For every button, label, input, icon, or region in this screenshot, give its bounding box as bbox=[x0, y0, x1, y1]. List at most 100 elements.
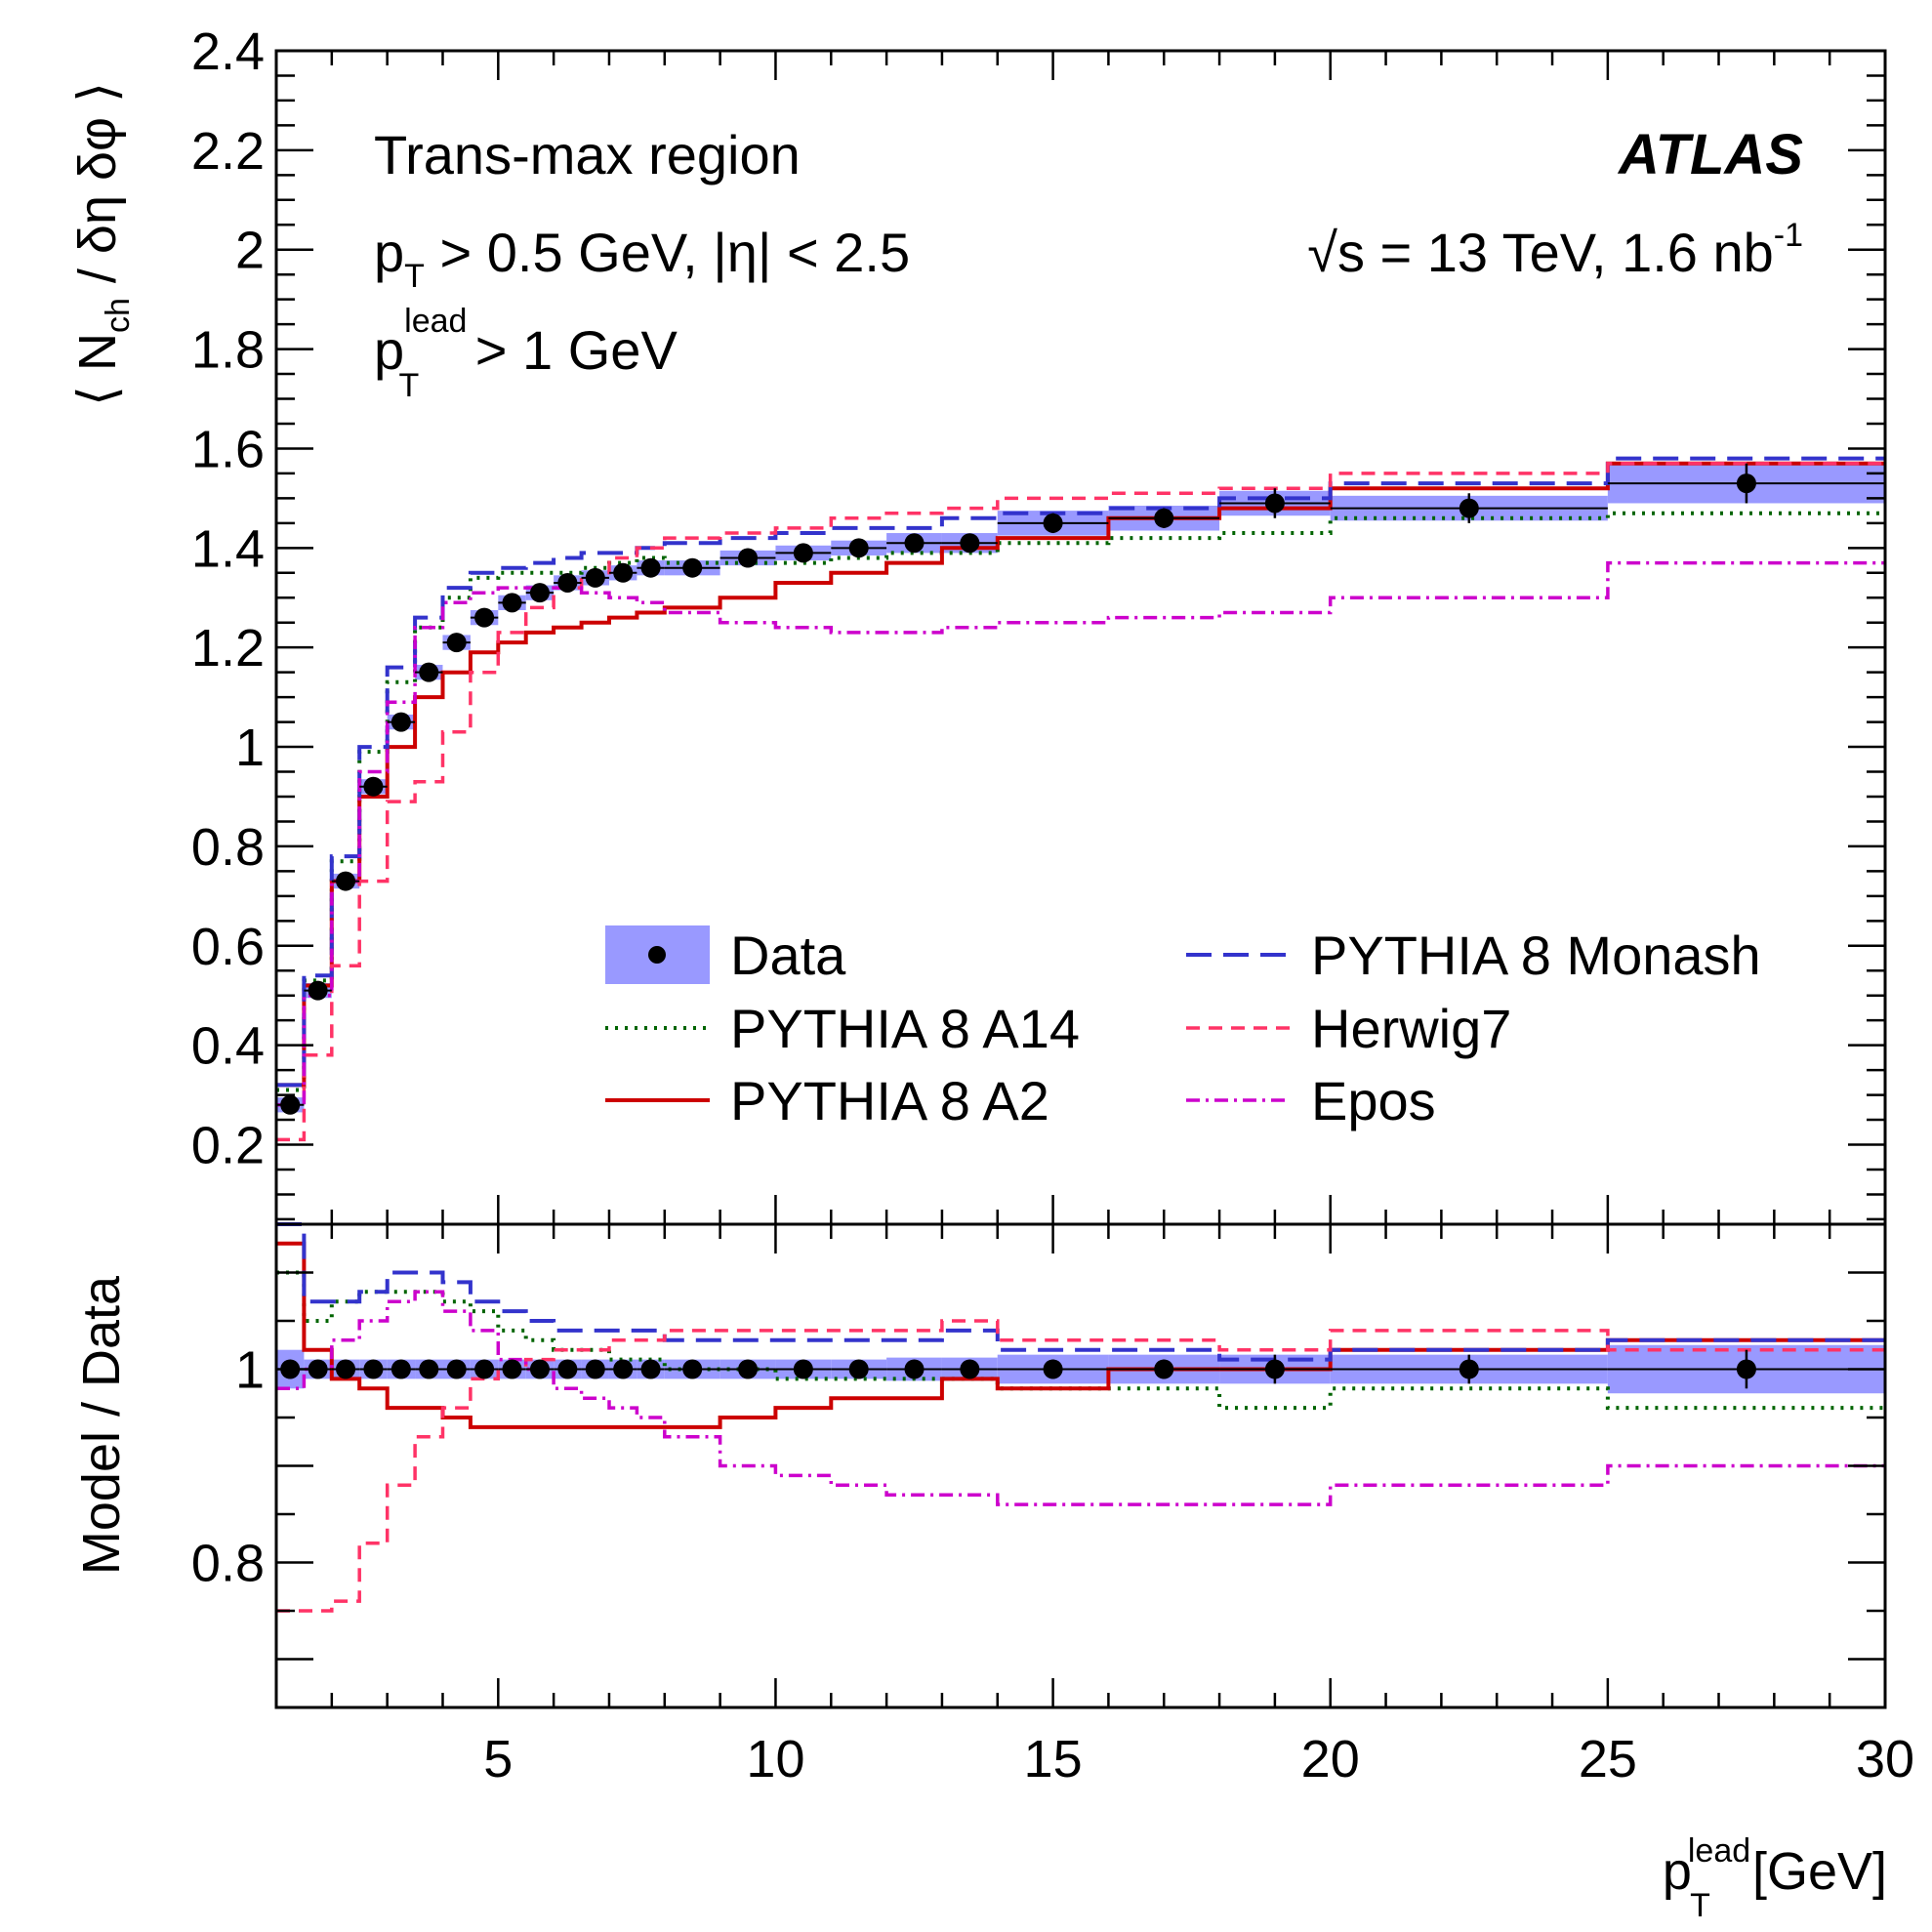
main-data-point bbox=[640, 557, 661, 578]
cut-annotation-lead: plead T > 1 GeV bbox=[374, 303, 678, 404]
cut-annotation-track: pT > 0.5 GeV, |η| < 2.5 bbox=[374, 222, 910, 295]
ratio-data-point bbox=[1154, 1359, 1174, 1379]
ratio-data-point bbox=[738, 1359, 759, 1379]
main-data-point bbox=[1736, 473, 1756, 494]
legend-item-a14: PYTHIA 8 A14 bbox=[605, 998, 1080, 1059]
main-y-tick-label: 0.6 bbox=[191, 918, 265, 976]
ratio-data-point bbox=[640, 1359, 661, 1379]
ratio-data-point bbox=[1736, 1359, 1756, 1379]
main-data-point bbox=[738, 548, 759, 568]
main-data-point bbox=[308, 980, 328, 1001]
legend-item-data: Data bbox=[605, 925, 846, 986]
main-y-tick-label: 1.4 bbox=[191, 519, 265, 578]
main-data-point bbox=[793, 543, 813, 563]
ratio-curve-herwig7 bbox=[276, 1319, 1885, 1613]
main-data-point bbox=[446, 633, 467, 653]
ratio-data-point bbox=[848, 1359, 869, 1379]
ratio-data-point bbox=[613, 1359, 634, 1379]
ratio-model-curves bbox=[276, 1222, 1885, 1613]
ratio-data-points bbox=[276, 1349, 1885, 1389]
ratio-y-axis-label: Model / Data bbox=[72, 1275, 131, 1575]
main-model-curves bbox=[276, 456, 1885, 1142]
legend: Data PYTHIA 8 A14 PYTHIA 8 A2 PYTHIA 8 M… bbox=[605, 925, 1761, 1131]
main-y-tick-label: 1.8 bbox=[191, 321, 265, 380]
main-y-tick-label: 2.4 bbox=[191, 22, 265, 81]
ratio-axis-ticks bbox=[276, 1224, 1885, 1707]
x-tick-labels: 5 10 15 20 25 30 bbox=[483, 1730, 1914, 1788]
main-data-point bbox=[848, 538, 869, 558]
main-data-point bbox=[529, 583, 550, 603]
main-curve-pythia-8-monash bbox=[276, 456, 1885, 1088]
ratio-y-tick-labels: 0.81 bbox=[191, 1341, 265, 1593]
legend-label-epos: Epos bbox=[1311, 1070, 1436, 1131]
legend-item-herwig7: Herwig7 bbox=[1186, 998, 1511, 1059]
region-annotation: Trans-max region bbox=[374, 124, 801, 185]
main-y-tick-label: 0.8 bbox=[191, 818, 265, 877]
data-uncertainty-band bbox=[276, 463, 1885, 1113]
ratio-data-point bbox=[474, 1359, 495, 1379]
x-tick-label: 20 bbox=[1301, 1730, 1360, 1788]
main-curve-herwig7 bbox=[276, 461, 1885, 1142]
ratio-data-point bbox=[682, 1359, 703, 1379]
legend-label-monash: PYTHIA 8 Monash bbox=[1311, 925, 1761, 986]
main-data-point bbox=[585, 567, 605, 588]
main-y-tick-label: 0.4 bbox=[191, 1017, 265, 1076]
ratio-data-point bbox=[419, 1359, 439, 1379]
legend-label-a14: PYTHIA 8 A14 bbox=[730, 998, 1080, 1059]
main-axis-ticks bbox=[276, 51, 1885, 1224]
x-tick-label: 30 bbox=[1856, 1730, 1914, 1788]
x-tick-label: 25 bbox=[1579, 1730, 1637, 1788]
main-data-point bbox=[960, 533, 980, 554]
main-curve-epos bbox=[276, 560, 1885, 1107]
ratio-data-point bbox=[557, 1359, 578, 1379]
ratio-data-point bbox=[793, 1359, 813, 1379]
main-data-point bbox=[336, 871, 356, 891]
main-data-point bbox=[363, 776, 384, 797]
main-y-tick-label: 0.2 bbox=[191, 1117, 265, 1175]
ratio-data-point bbox=[446, 1359, 467, 1379]
ratio-curve-pythia-8-monash bbox=[276, 1222, 1885, 1362]
legend-swatch-data-marker bbox=[648, 946, 666, 964]
main-data-point bbox=[557, 572, 578, 593]
main-data-point bbox=[419, 662, 439, 682]
main-data-point bbox=[904, 533, 925, 554]
x-axis-label: plead T [GeV] bbox=[1663, 1832, 1887, 1924]
main-y-axis-label: ⟨ Nch / δη δφ ⟩ bbox=[68, 82, 137, 406]
ratio-data-point bbox=[336, 1359, 356, 1379]
main-data-points bbox=[276, 463, 1885, 1115]
experiment-label: ATLAS bbox=[1617, 123, 1803, 186]
ratio-data-point bbox=[502, 1359, 522, 1379]
main-data-point bbox=[613, 562, 634, 583]
legend-label-data: Data bbox=[730, 925, 846, 986]
legend-label-a2: PYTHIA 8 A2 bbox=[730, 1070, 1049, 1131]
main-y-tick-label: 2 bbox=[235, 222, 265, 280]
legend-item-monash: PYTHIA 8 Monash bbox=[1186, 925, 1761, 986]
x-tick-label: 10 bbox=[746, 1730, 804, 1788]
main-data-point bbox=[1043, 513, 1063, 533]
main-data-point bbox=[1264, 493, 1285, 514]
main-data-point bbox=[391, 712, 411, 732]
ratio-curve-epos bbox=[276, 1290, 1885, 1506]
main-y-tick-label: 1.2 bbox=[191, 619, 265, 678]
main-data-point bbox=[1459, 498, 1479, 518]
ratio-y-tick-label: 1 bbox=[235, 1341, 265, 1400]
ratio-data-point bbox=[1459, 1359, 1479, 1379]
legend-item-a2: PYTHIA 8 A2 bbox=[605, 1070, 1049, 1131]
main-data-point bbox=[1154, 508, 1174, 528]
ratio-curve-pythia-8-a2 bbox=[276, 1241, 1885, 1429]
ratio-data-point bbox=[308, 1359, 328, 1379]
ratio-data-point bbox=[585, 1359, 605, 1379]
ratio-data-point bbox=[904, 1359, 925, 1379]
main-data-point bbox=[474, 607, 495, 628]
main-data-point bbox=[502, 593, 522, 613]
ratio-data-point bbox=[1264, 1359, 1285, 1379]
ratio-data-point bbox=[1043, 1359, 1063, 1379]
legend-label-herwig7: Herwig7 bbox=[1311, 998, 1511, 1059]
main-data-point bbox=[280, 1094, 301, 1115]
ratio-data-point bbox=[960, 1359, 980, 1379]
ratio-y-tick-label: 0.8 bbox=[191, 1535, 265, 1593]
main-y-tick-label: 2.2 bbox=[191, 122, 265, 181]
energy-lumi-annotation: √s = 13 TeV, 1.6 nb-1 bbox=[1307, 217, 1803, 283]
main-y-tick-labels: 0.2 0.4 0.6 0.8 1 1.2 1.4 1.6 1.8 2 2.2 2.4 bbox=[191, 22, 265, 1175]
